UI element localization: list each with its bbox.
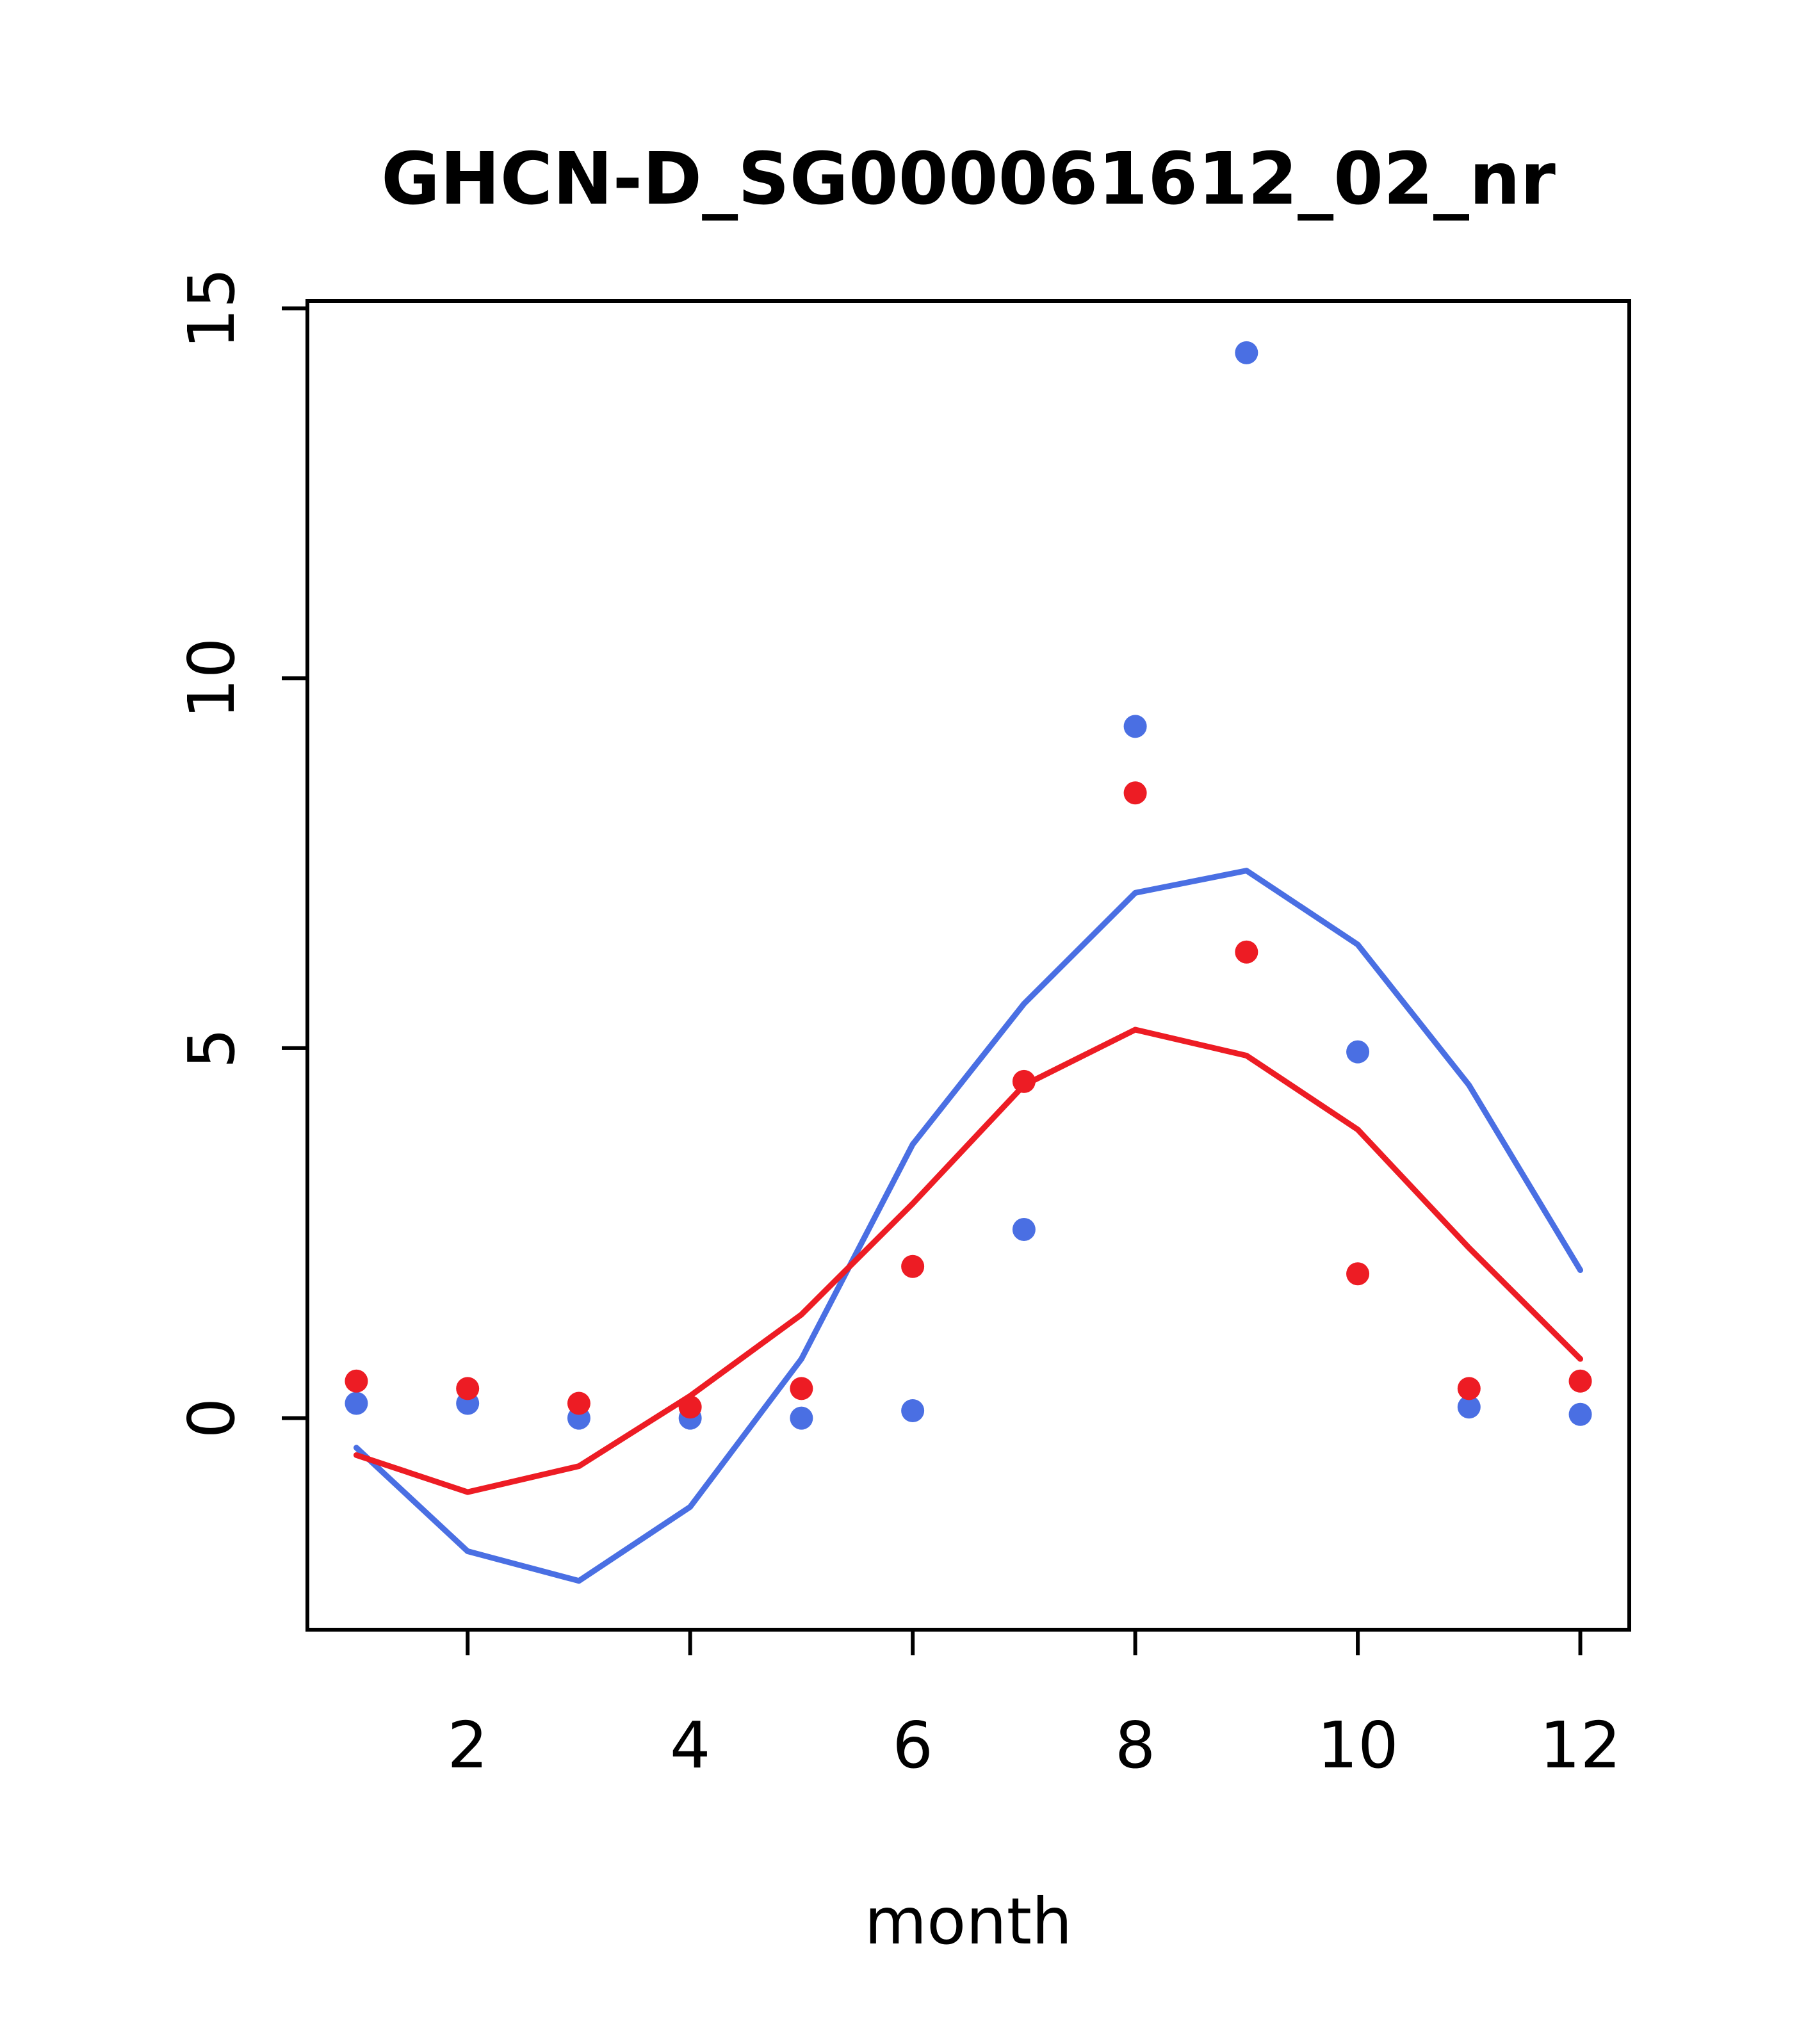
red-points-point	[1457, 1377, 1481, 1400]
red-points-point	[1346, 1262, 1370, 1286]
y-tick-label: 10	[174, 638, 249, 719]
blue-points-point	[345, 1391, 368, 1415]
red-points-point	[1123, 781, 1147, 805]
red-points-point	[901, 1254, 925, 1278]
blue-points-point	[1346, 1040, 1370, 1064]
red-line	[353, 1026, 1584, 1495]
blue-points-point	[901, 1399, 925, 1423]
y-tick-label: 0	[174, 1398, 249, 1439]
blue-points-point	[1012, 1217, 1036, 1241]
plot-area: 2 4 6 8 10 12 0 5 10 15	[174, 268, 1631, 1783]
chart-title: GHCN-D_SG000061612_02_nr	[381, 138, 1556, 221]
blue-points-point	[1457, 1395, 1481, 1419]
x-axis-label: month	[865, 1884, 1073, 1959]
plot-box	[305, 299, 1631, 1632]
x-tick-label: 8	[1115, 1708, 1156, 1783]
x-tick-label: 4	[670, 1708, 711, 1783]
blue-points-point	[1235, 341, 1258, 364]
blue-line	[353, 868, 1584, 1584]
x-tick-label: 10	[1317, 1708, 1398, 1783]
red-points-point	[678, 1395, 702, 1419]
red-points-point	[456, 1377, 480, 1400]
y-tick-label: 15	[174, 268, 249, 349]
x-tick-label: 12	[1540, 1708, 1621, 1783]
red-points-point	[567, 1391, 590, 1415]
red-points-point	[1568, 1369, 1592, 1393]
x-tick-label: 6	[892, 1708, 933, 1783]
blue-points-point	[1123, 715, 1147, 738]
red-points-point	[1235, 940, 1258, 964]
x-tick-label: 2	[447, 1708, 488, 1783]
red-points-point	[345, 1369, 368, 1393]
y-tick-label: 5	[174, 1028, 249, 1069]
blue-points-point	[790, 1406, 813, 1430]
red-points-point	[790, 1377, 813, 1400]
blue-points-point	[1568, 1402, 1592, 1426]
red-points-point	[1012, 1069, 1036, 1093]
